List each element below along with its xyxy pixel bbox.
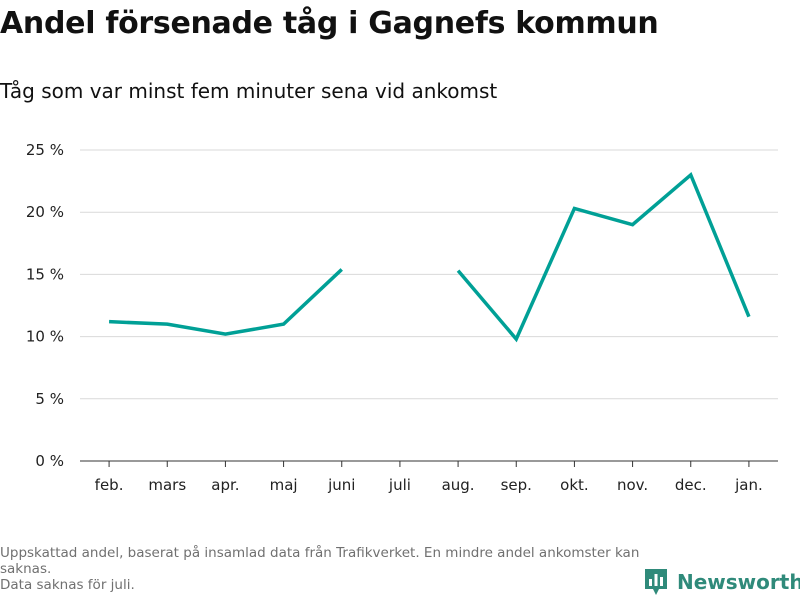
x-tick-label: apr. [211, 476, 239, 494]
x-tick-label: feb. [95, 476, 124, 494]
chart-subtitle: Tåg som var minst fem minuter sena vid a… [0, 79, 498, 103]
y-tick-label: 10 % [26, 328, 64, 346]
x-tick-label: jan. [734, 476, 763, 494]
brand-name: Newsworthy [677, 570, 800, 594]
y-tick-label: 5 % [35, 390, 64, 408]
series-line [456, 171, 751, 343]
y-tick-label: 0 % [35, 452, 64, 470]
chart-title: Andel försenade tåg i Gagnefs kommun [0, 6, 659, 41]
series-line [109, 268, 343, 336]
footer-note-source: Uppskattad andel, baserat på insamlad da… [0, 545, 640, 577]
x-tick-label: dec. [675, 476, 707, 494]
x-tick-label: mars [148, 476, 186, 494]
footer-note-missing-data: Data saknas för juli. [0, 577, 135, 593]
x-tick-label: sep. [501, 476, 532, 494]
footer-notes: Uppskattad andel, baserat på insamlad da… [0, 545, 640, 593]
y-tick-label: 20 % [26, 203, 64, 221]
x-tick-label: maj [270, 476, 298, 494]
x-tick-label: juli [388, 476, 411, 494]
brand-logo[interactable]: Newsworthy [644, 568, 800, 596]
x-tick-label: nov. [617, 476, 648, 494]
y-tick-label: 15 % [26, 265, 64, 283]
y-tick-label: 25 % [26, 141, 64, 159]
newsworthy-logo-icon [645, 569, 667, 595]
x-tick-label: okt. [560, 476, 589, 494]
x-tick-label: juni [327, 476, 355, 494]
x-tick-label: aug. [442, 476, 475, 494]
